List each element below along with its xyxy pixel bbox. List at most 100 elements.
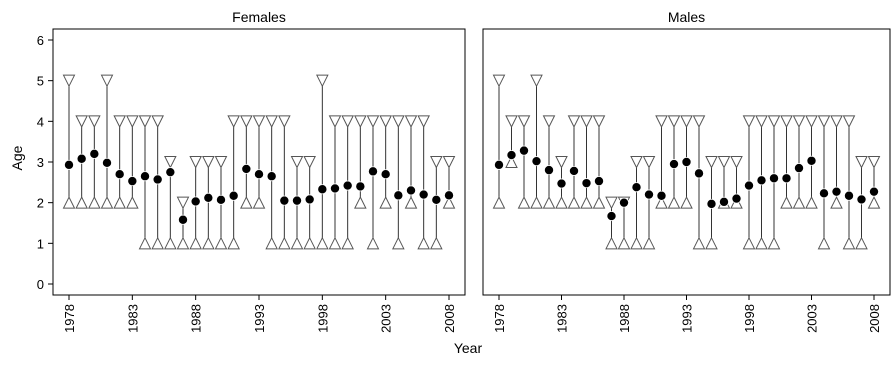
max-marker	[100, 74, 114, 88]
max-marker	[667, 115, 681, 128]
mean-point	[644, 189, 655, 200]
min-marker	[341, 236, 354, 250]
max-marker	[176, 196, 190, 210]
mean-point	[431, 194, 442, 205]
mean-point	[76, 153, 87, 164]
min-marker	[705, 236, 718, 250]
min-marker	[164, 236, 177, 250]
mean-point	[819, 188, 830, 199]
max-marker	[555, 156, 568, 169]
max-marker	[126, 115, 139, 128]
y-tick-label: 6	[37, 33, 44, 48]
min-marker	[655, 196, 668, 209]
min-marker	[542, 196, 556, 209]
min-marker	[630, 236, 643, 250]
panel-males: Males 1978 1983 1988 1993 1998 2003 2008	[482, 9, 891, 333]
min-marker	[855, 236, 868, 250]
max-marker	[75, 115, 88, 128]
mean-point	[681, 156, 692, 167]
x-tick-label: 1988	[617, 304, 632, 333]
max-marker	[88, 115, 101, 128]
mean-point	[656, 190, 667, 201]
max-marker	[717, 156, 731, 169]
min-marker	[817, 236, 831, 250]
max-marker	[303, 156, 316, 169]
mean-point	[127, 176, 138, 187]
max-marker	[379, 115, 392, 128]
min-marker	[667, 196, 681, 209]
mean-point	[744, 180, 755, 191]
max-marker	[780, 115, 793, 128]
min-marker	[100, 196, 114, 209]
max-marker	[805, 115, 818, 128]
mean-point	[831, 186, 842, 197]
panel-females: Females 0 1 2 3 4 5 6 1978 1983 1988 1993 1998 2003 20…	[37, 9, 466, 333]
min-marker	[290, 236, 304, 250]
max-marker	[366, 115, 380, 128]
mean-point	[304, 194, 315, 205]
min-marker	[867, 196, 881, 209]
min-marker	[404, 196, 418, 209]
max-marker	[517, 115, 531, 128]
max-marker	[164, 156, 177, 169]
min-marker	[505, 155, 518, 168]
panel-title: Females	[232, 9, 286, 25]
max-marker	[392, 115, 405, 128]
min-marker	[530, 196, 543, 209]
max-marker	[867, 156, 881, 169]
mean-point	[355, 181, 366, 192]
x-tick-label: 1998	[315, 304, 330, 333]
mean-point	[380, 169, 391, 180]
min-marker	[617, 236, 631, 250]
max-marker	[252, 115, 266, 128]
max-marker	[202, 156, 215, 169]
min-marker	[517, 196, 531, 209]
max-marker	[189, 156, 202, 169]
mean-point	[594, 176, 605, 187]
x-tick-label: 1983	[555, 304, 570, 333]
mean-point	[418, 189, 429, 200]
panel-title: Males	[668, 9, 705, 25]
x-tick-label: 1993	[680, 304, 695, 333]
y-tick-label: 1	[37, 236, 44, 251]
min-marker	[252, 196, 266, 209]
min-marker	[240, 196, 253, 209]
max-marker	[316, 74, 329, 88]
min-marker	[780, 196, 793, 209]
min-marker	[278, 236, 291, 250]
max-marker	[328, 115, 342, 128]
min-marker	[392, 236, 405, 250]
min-marker	[417, 236, 430, 250]
min-marker	[126, 196, 139, 209]
max-marker	[227, 115, 240, 128]
x-tick-label: 1988	[189, 304, 204, 333]
mean-point	[619, 197, 630, 208]
min-marker	[328, 236, 342, 250]
min-marker	[492, 196, 506, 209]
max-marker	[151, 115, 164, 128]
max-marker	[642, 156, 656, 169]
mean-point	[506, 150, 517, 161]
mean-point	[531, 156, 542, 167]
min-marker	[430, 236, 443, 250]
max-marker	[630, 156, 643, 169]
mean-point	[279, 195, 290, 206]
max-marker	[341, 115, 354, 128]
mean-point	[253, 169, 264, 180]
max-marker	[430, 156, 443, 169]
min-marker	[767, 236, 781, 250]
mean-point	[694, 168, 705, 179]
mean-point	[152, 174, 163, 185]
min-marker	[692, 236, 706, 250]
min-marker	[592, 196, 606, 209]
max-marker	[842, 115, 856, 128]
min-marker	[214, 236, 228, 250]
max-marker	[767, 115, 781, 128]
mean-point	[266, 171, 277, 182]
x-tick-label: 1993	[252, 304, 267, 333]
min-marker	[680, 196, 693, 209]
mean-point	[241, 163, 252, 174]
mean-point	[669, 159, 680, 170]
max-marker	[492, 74, 506, 88]
